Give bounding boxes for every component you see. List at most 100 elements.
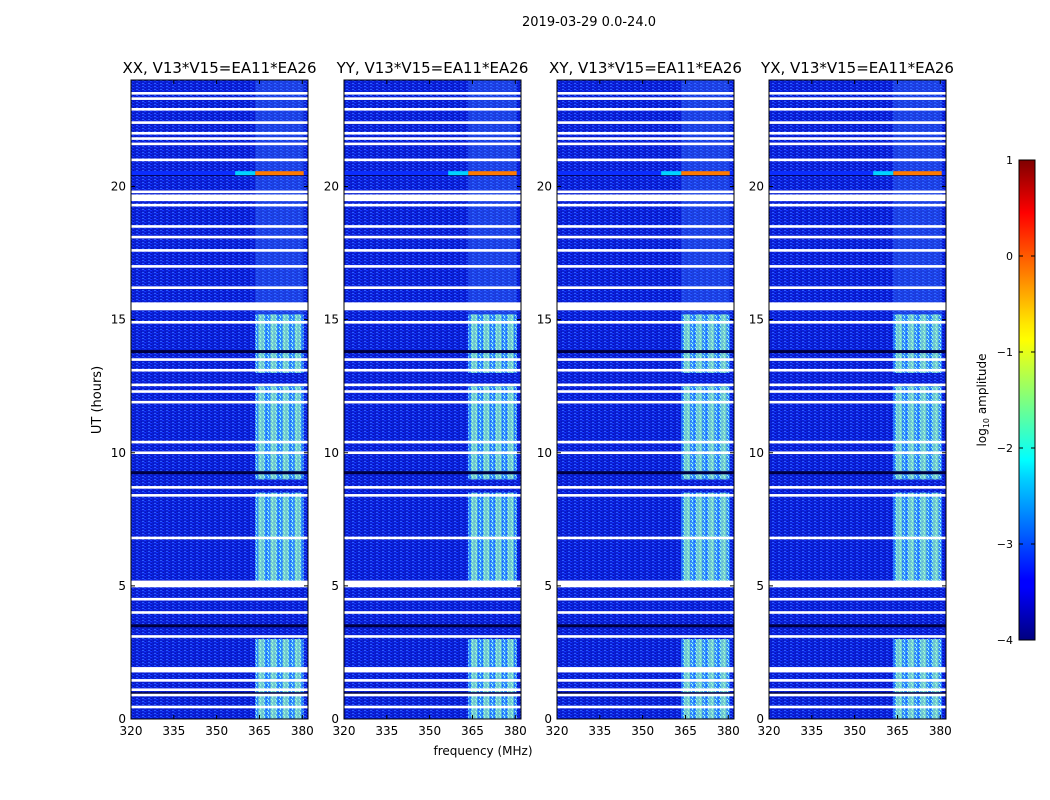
flagged-row <box>344 705 521 709</box>
colorbar: −4 −3 −2 −1 0 1 log10 amplitude <box>975 154 1036 647</box>
flagged-row <box>344 693 521 697</box>
dark-row <box>131 692 308 696</box>
flagged-row <box>557 440 734 444</box>
flagged-row <box>131 358 308 361</box>
rfi-channel <box>483 639 490 719</box>
rfi-channel <box>684 386 691 480</box>
flagged-gap <box>131 194 308 200</box>
flagged-row <box>131 92 308 95</box>
flagged-row <box>769 320 946 324</box>
flagged-row <box>131 107 308 111</box>
flagged-row <box>557 383 734 387</box>
rfi-channel <box>270 314 277 373</box>
flagged-row <box>131 635 308 638</box>
rfi-channel <box>920 492 927 586</box>
flagged-row <box>344 440 521 444</box>
flagged-row <box>344 190 521 194</box>
y-tick-label: 5 <box>331 579 339 593</box>
flagged-gap <box>344 303 521 311</box>
y-tick-label: 0 <box>118 712 126 726</box>
flagged-row <box>557 400 734 404</box>
rfi-channel <box>932 492 939 586</box>
dark-row <box>344 350 521 354</box>
hot-row <box>131 171 308 176</box>
panel-2: XY, V13*V15=EA11*EA26 320 335 350 365 380 0 5 10… <box>537 59 742 738</box>
flagged-row <box>344 97 521 100</box>
y-tick-label: 10 <box>537 446 552 460</box>
flagged-row <box>131 451 308 455</box>
flagged-row <box>557 137 734 140</box>
y-tick-label: 5 <box>544 579 552 593</box>
flagged-row <box>344 390 521 393</box>
flagged-row <box>769 611 946 614</box>
flagged-gap <box>557 303 734 311</box>
rfi-channel <box>282 386 289 480</box>
panel-frame <box>768 79 947 720</box>
flagged-gap <box>344 581 521 588</box>
rfi-channel <box>908 314 915 373</box>
hot-row <box>344 171 521 176</box>
flagged-row <box>131 693 308 697</box>
flagged-row <box>131 440 308 444</box>
flagged-row <box>344 494 521 497</box>
flagged-row <box>769 440 946 444</box>
y-tick-label: 0 <box>331 712 339 726</box>
colorbar-label: log10 amplitude <box>975 354 991 447</box>
rfi-channel <box>684 314 691 373</box>
colorbar-label-base: log <box>975 428 989 446</box>
flagged-row <box>769 486 946 489</box>
flagged-row <box>557 249 734 252</box>
rfi-channel <box>258 639 265 719</box>
rfi-channel <box>258 492 265 586</box>
colorbar-tick-label: −4 <box>997 634 1013 647</box>
flagged-row <box>769 203 946 207</box>
flagged-row <box>769 158 946 162</box>
flagged-row <box>131 121 308 124</box>
flagged-gap <box>131 581 308 588</box>
flagged-row <box>344 597 521 601</box>
flagged-gap <box>557 194 734 200</box>
hot-row-edge <box>873 171 894 176</box>
flagged-row <box>131 494 308 497</box>
flagged-row <box>557 693 734 697</box>
y-tick-label: 15 <box>749 313 764 327</box>
colorbar-tick-label: −3 <box>997 538 1013 551</box>
flagged-row <box>131 597 308 601</box>
flagged-row <box>131 131 308 135</box>
flagged-row <box>344 368 521 372</box>
flagged-row <box>769 265 946 268</box>
flagged-row <box>344 688 521 692</box>
flagged-row <box>557 611 734 614</box>
flagged-row <box>131 249 308 252</box>
dark-row <box>769 350 946 354</box>
hot-row-rfi <box>893 171 942 176</box>
hot-row-edge <box>235 171 256 176</box>
flagged-row <box>769 131 946 135</box>
flagged-row <box>769 679 946 682</box>
rfi-channel <box>294 386 301 480</box>
flagged-row <box>769 107 946 111</box>
flagged-row <box>131 390 308 393</box>
flagged-row <box>344 225 521 228</box>
panel-frame <box>130 79 309 720</box>
flagged-gap <box>131 303 308 311</box>
flagged-row <box>769 390 946 393</box>
flagged-row <box>557 705 734 709</box>
flagged-row <box>769 368 946 372</box>
flagged-row <box>131 203 308 207</box>
panel-title: XX, V13*V15=EA11*EA26 <box>122 59 316 77</box>
x-tick-label: 350 <box>418 724 441 738</box>
flagged-row <box>769 400 946 404</box>
flagged-row <box>131 225 308 228</box>
flagged-row <box>557 368 734 372</box>
rfi-channel <box>495 314 502 373</box>
panels: XX, V13*V15=EA11*EA26 320 335 350 365 380 0 5 10… <box>111 59 954 738</box>
dark-row <box>769 624 946 628</box>
flagged-row <box>344 320 521 324</box>
y-tick-label: 0 <box>544 712 552 726</box>
flagged-row <box>557 235 734 239</box>
x-tick-label: 365 <box>248 724 271 738</box>
rfi-channel <box>896 386 903 480</box>
flagged-row <box>557 286 734 289</box>
panel-title: XY, V13*V15=EA11*EA26 <box>549 59 742 77</box>
